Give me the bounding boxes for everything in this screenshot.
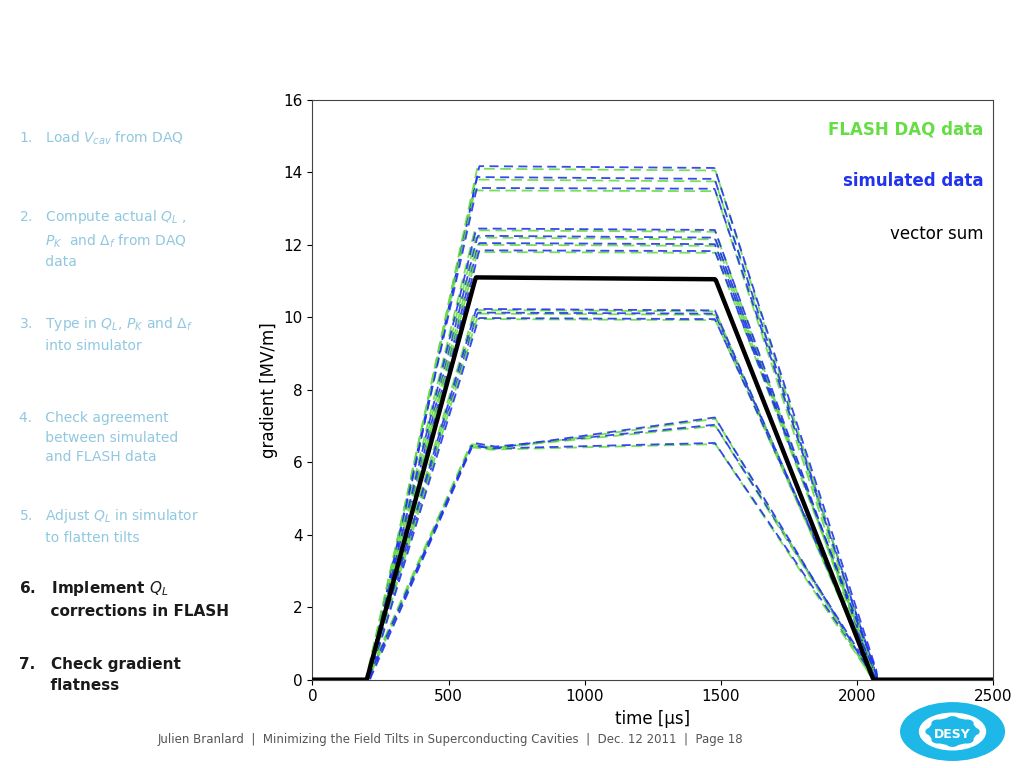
Circle shape	[946, 740, 958, 746]
Circle shape	[920, 713, 985, 750]
Text: 7.   Check gradient
      flatness: 7. Check gradient flatness	[18, 657, 180, 693]
Text: simulated data: simulated data	[843, 172, 983, 190]
Circle shape	[932, 737, 944, 743]
Text: FLASH DAQ data: FLASH DAQ data	[827, 120, 983, 138]
Circle shape	[968, 728, 979, 735]
Text: vector sum: vector sum	[890, 224, 983, 243]
Circle shape	[926, 728, 938, 735]
Circle shape	[901, 703, 1005, 760]
Circle shape	[962, 737, 973, 743]
Circle shape	[946, 717, 958, 723]
Text: 5.   Adjust $Q_L$ in simulator
      to flatten tilts: 5. Adjust $Q_L$ in simulator to flatten …	[18, 507, 199, 545]
X-axis label: time [μs]: time [μs]	[615, 710, 690, 728]
Circle shape	[932, 720, 944, 727]
Y-axis label: gradient [MV/m]: gradient [MV/m]	[260, 322, 278, 458]
Text: 3.   Type in $Q_L$, $P_K$ and $\Delta_f$
      into simulator: 3. Type in $Q_L$, $P_K$ and $\Delta_f$ i…	[18, 316, 193, 353]
Text: 2.   Compute actual $Q_L$ ,
      $P_K$  and $\Delta_f$ from DAQ
      data: 2. Compute actual $Q_L$ , $P_K$ and $\De…	[18, 207, 187, 269]
Circle shape	[962, 720, 973, 727]
Text: 6.   Implement $Q_L$
      corrections in FLASH: 6. Implement $Q_L$ corrections in FLASH	[18, 579, 228, 619]
Text: Julien Branlard  |  Minimizing the Field Tilts in Superconducting Cavities  |  D: Julien Branlard | Minimizing the Field T…	[158, 733, 743, 746]
Text: 4.   Check agreement
      between simulated
      and FLASH data: 4. Check agreement between simulated and…	[18, 412, 178, 465]
Text: 1.   Load $V_{cav}$ from DAQ: 1. Load $V_{cav}$ from DAQ	[18, 130, 184, 147]
Circle shape	[929, 719, 976, 745]
Text: DESY: DESY	[934, 727, 971, 740]
Text: II. Calibration procedure: II. Calibration procedure	[18, 28, 478, 61]
